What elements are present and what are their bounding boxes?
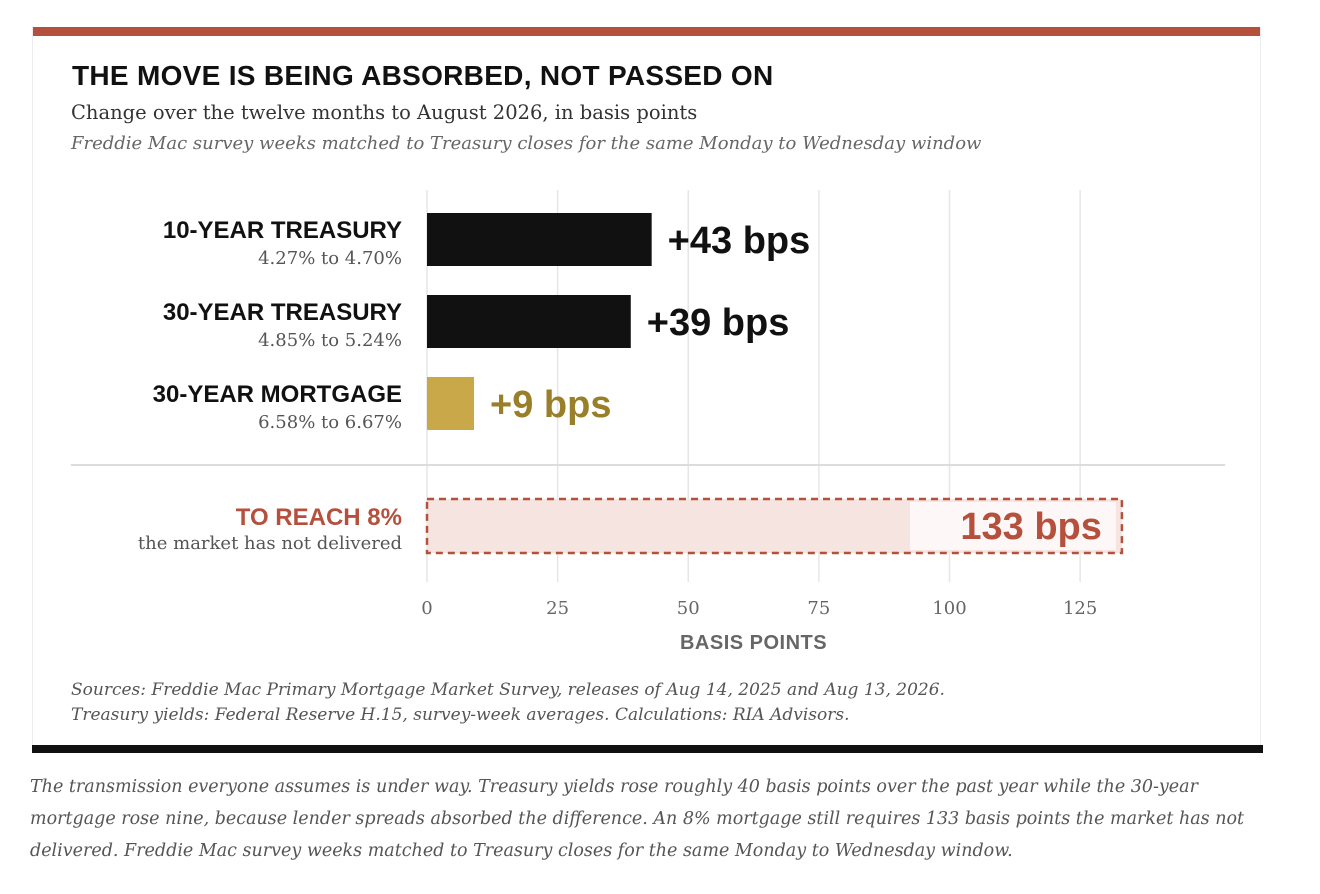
data-label: +9 bps — [490, 384, 611, 426]
category-sublabel: 4.27% to 4.70% — [258, 248, 402, 269]
bar — [427, 377, 475, 430]
x-tick-label: 50 — [677, 598, 700, 619]
data-label: +39 bps — [647, 302, 790, 344]
chart-title: THE MOVE IS BEING ABSORBED, NOT PASSED O… — [72, 60, 774, 91]
accent-top-bar — [33, 27, 1260, 36]
x-tick-label: 0 — [421, 598, 432, 619]
target-sublabel: the market has not delivered — [138, 533, 402, 554]
chart-note: Freddie Mac survey weeks matched to Trea… — [71, 133, 982, 154]
data-label: +43 bps — [668, 220, 811, 262]
sources-line-2: Treasury yields: Federal Reserve H.15, s… — [71, 705, 850, 725]
bar-chart: 10-YEAR TREASURY 4.27% to 4.70% +43 bps 30-… — [71, 190, 1225, 654]
x-axis-title: BASIS POINTS — [680, 632, 827, 654]
category-label: 10-YEAR TREASURY — [163, 217, 402, 244]
bar — [427, 295, 631, 348]
chart-subtitle: Change over the twelve months to August … — [71, 101, 698, 124]
category-label: 30-YEAR TREASURY — [163, 299, 402, 326]
x-tick-label: 25 — [546, 598, 569, 619]
bottom-rule — [32, 745, 1263, 753]
target-value-label: 133 bps — [960, 506, 1102, 548]
caption-text: The transmission everyone assumes is und… — [30, 777, 1245, 861]
target-label-backdrop — [909, 502, 1116, 550]
sources-note: Sources: Freddie Mac Primary Mortgage Ma… — [71, 678, 945, 728]
x-tick-label: 100 — [932, 598, 966, 619]
category-label: 30-YEAR MORTGAGE — [153, 381, 402, 408]
bar — [427, 213, 652, 266]
sources-line-1: Sources: Freddie Mac Primary Mortgage Ma… — [71, 680, 945, 700]
x-tick-label: 75 — [807, 598, 830, 619]
x-tick-label: 125 — [1063, 598, 1097, 619]
target-label: TO REACH 8% — [236, 504, 402, 531]
category-sublabel: 4.85% to 5.24% — [258, 330, 402, 351]
category-sublabel: 6.58% to 6.67% — [258, 412, 402, 433]
chart-card: THE MOVE IS BEING ABSORBED, NOT PASSED O… — [32, 27, 1263, 753]
